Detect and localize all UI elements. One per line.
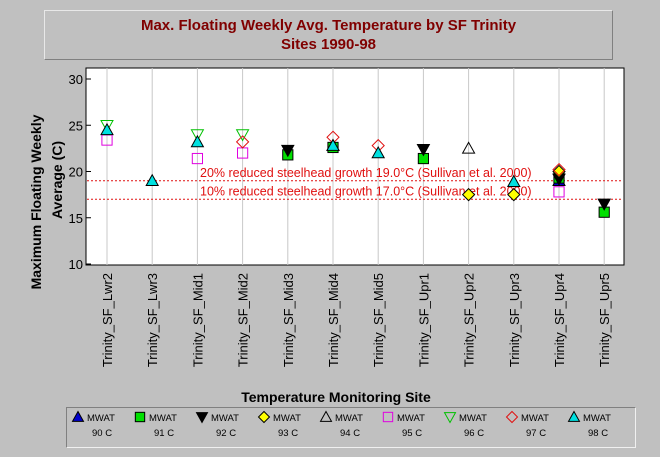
x-tick-label: Trinity_SF_Lwr3 [145,273,160,367]
x-tick-label: Trinity_SF_Upr5 [597,273,612,367]
x-axis: Trinity_SF_Lwr2 Trinity_SF_Lwr3 Trinity_SF… [100,273,612,367]
data-point-mwat-95-c [101,134,113,146]
plot-area [85,67,625,266]
x-tick-label: Trinity_SF_Mid3 [281,273,296,367]
legend-label: MWAT [397,413,425,424]
data-point-mwat-98-c [190,134,205,148]
legend-marker [257,410,271,424]
x-tick-label: Trinity_SF_Upr1 [416,273,431,367]
x-axis-label: Temperature Monitoring Site [241,389,431,405]
x-tick-label: Trinity_SF_Mid1 [190,273,205,367]
data-point-mwat-95-c [237,147,249,159]
x-tick-label: Trinity_SF_Lwr2 [100,273,115,367]
legend-marker [443,412,457,424]
legend-label: MWAT [149,413,177,424]
y-tick-label: 20 [69,165,83,180]
chart-title-box: Max. Floating Weekly Avg. Temperature by… [44,10,613,60]
chart-title-line2: Sites 1990-98 [280,36,377,53]
legend-sublabel: 94 C [340,428,360,439]
data-point-mwat-98-c [100,122,114,136]
legend-sublabel: 93 C [278,428,298,439]
data-point-mwat-95-c [553,186,565,198]
legend-marker [134,411,146,423]
legend-marker [71,410,85,422]
legend-sublabel: 98 C [588,428,608,439]
x-tick-label: Trinity_SF_Mid2 [236,273,251,367]
reference-lines: 20% reduced steelhead growth 19.0°C (Sul… [87,166,623,200]
data-point-mwat-92-c [416,144,431,157]
reference-line-label: 20% reduced steelhead growth 19.0°C (Sul… [200,166,532,180]
data-point-mwat-93-c [461,187,476,202]
x-tick-label: Trinity_SF_Mid4 [326,273,341,367]
legend-sublabel: 96 C [464,428,484,439]
legend-marker [319,410,333,422]
legend-sublabel: 97 C [526,428,546,439]
legend-marker [567,410,581,422]
data-point-mwat-98-c [506,174,521,187]
legend-label: MWAT [211,413,239,424]
data-point-mwat-97-c [552,162,566,177]
data-point-mwat-94-c [461,141,476,154]
legend: MWAT 90 C MWAT 91 C MWAT 92 C MWAT 93 C MWAT 94 C… [71,410,611,439]
legend-label: MWAT [87,413,115,424]
vertical-grid [106,68,605,265]
data-point-mwat-98-c [326,138,340,151]
data-point-mwat-93-c [507,187,521,202]
legend-label: MWAT [521,413,549,424]
data-points [100,119,612,218]
x-tick-label: Trinity_SF_Upr4 [552,273,567,367]
data-point-mwat-97-c [235,135,250,149]
legend-sublabel: 91 C [154,428,174,439]
data-point-mwat-98-c [371,145,386,159]
x-tick-label: Trinity_SF_Upr2 [462,273,477,367]
data-point-mwat-93-c [552,164,566,179]
legend-sublabel: 92 C [216,428,236,439]
data-point-mwat-98-c [145,173,160,187]
data-point-mwat-96-c [100,119,114,133]
legend-label: MWAT [459,413,487,424]
data-point-mwat-96-c [235,129,250,142]
legend-sublabel: 95 C [402,428,422,439]
y-axis-label-line2: Average (C) [49,141,65,219]
y-tick-label: 10 [69,257,83,272]
data-point-mwat-92-c [280,144,295,158]
x-tick-label: Trinity_SF_Mid5 [371,273,386,367]
legend-marker [195,412,209,424]
legend-marker [382,411,394,423]
legend-label: MWAT [273,413,301,424]
reference-line-label: 10% reduced steelhead growth 17.0°C (Sul… [200,184,532,198]
data-point-mwat-92-c [597,198,612,211]
legend-sublabel: 90 C [92,428,112,439]
data-point-mwat-95-c [191,152,204,165]
y-axis-label-line1: Maximum Floating Weekly [28,114,44,289]
legend-box [66,407,636,448]
y-axis: 10 15 20 25 30 [69,72,91,272]
legend-marker [505,410,519,424]
x-tick-label: Trinity_SF_Upr3 [507,273,522,367]
chart-title-line1: Max. Floating Weekly Avg. Temperature by… [140,17,517,34]
data-point-mwat-96-c [190,129,205,142]
legend-label: MWAT [335,413,363,424]
y-tick-label: 30 [69,72,83,87]
y-tick-label: 15 [69,211,83,226]
legend-label: MWAT [583,413,611,424]
y-tick-label: 25 [69,118,83,133]
